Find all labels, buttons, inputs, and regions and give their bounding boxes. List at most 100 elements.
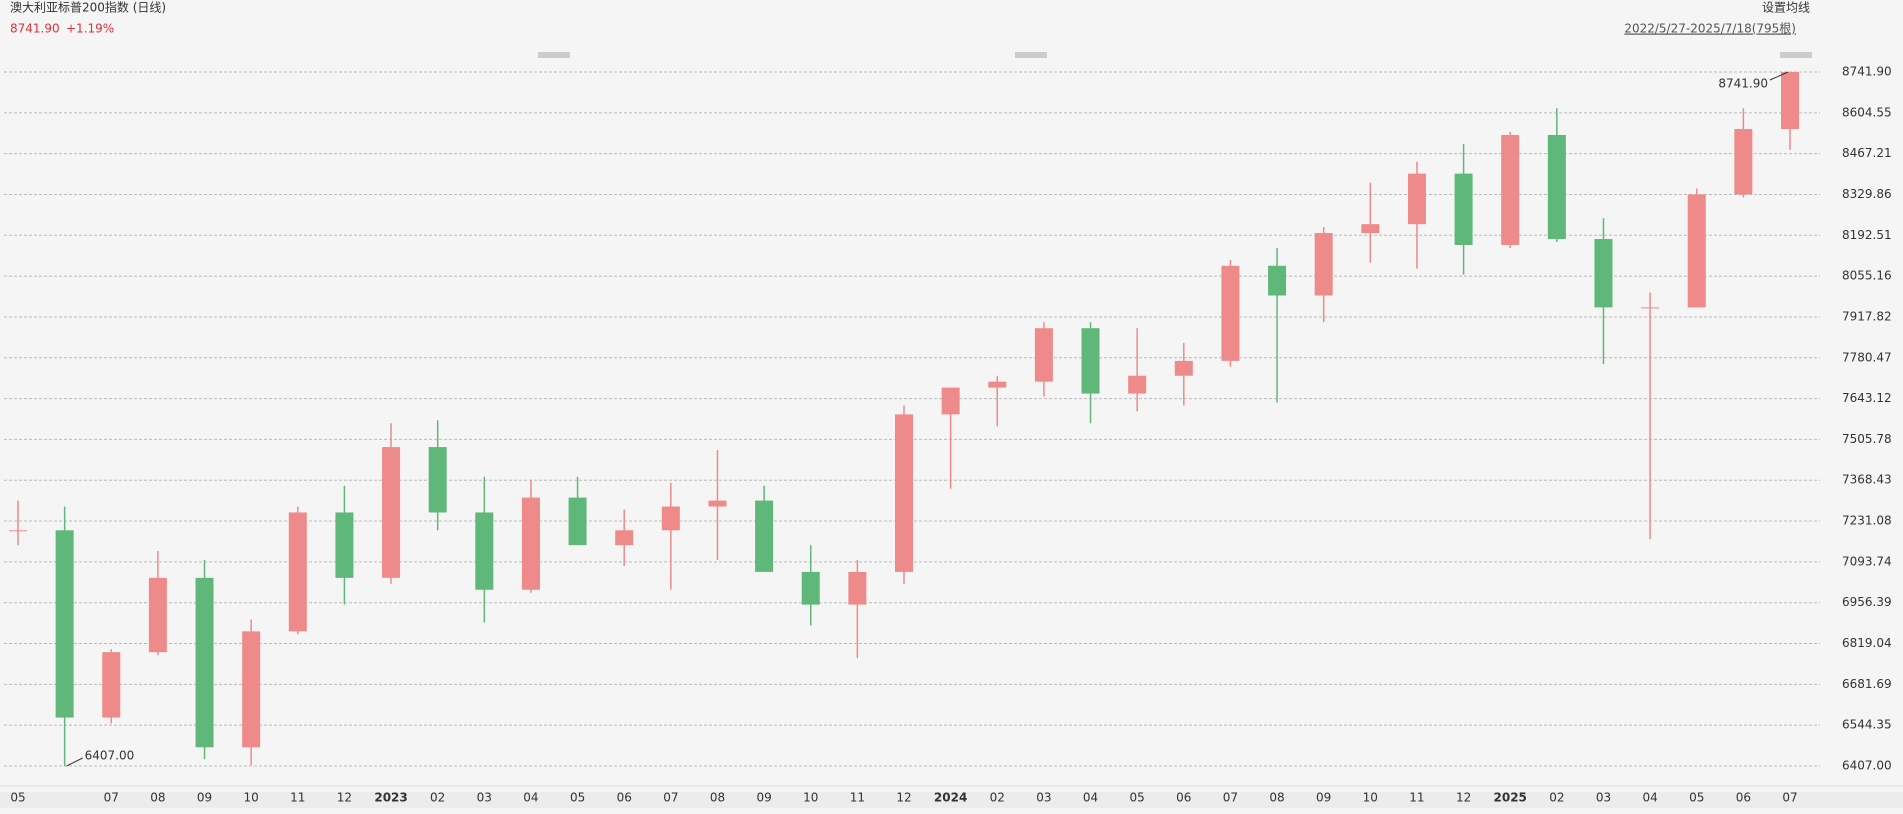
candle-body: [1594, 239, 1613, 308]
x-tick-label: 09: [197, 791, 212, 805]
candle-body: [895, 414, 913, 572]
candle-body: [1314, 233, 1333, 296]
x-tick-label: 12: [1456, 791, 1471, 805]
x-tick-label: 12: [896, 791, 911, 805]
y-tick-label: 7368.43: [1842, 473, 1892, 487]
ma-setting[interactable]: 设置均线: [1762, 1, 1810, 15]
y-tick-label: 6544.35: [1842, 718, 1892, 732]
candle-body: [1501, 134, 1520, 245]
x-tick-label: 10: [244, 791, 259, 805]
y-tick-label: 6407.00: [1842, 759, 1892, 773]
y-tick-label: 8055.16: [1842, 269, 1892, 283]
x-tick-label: 03: [1596, 791, 1611, 805]
x-tick-label: 05: [570, 791, 585, 805]
x-tick-label: 06: [1736, 791, 1751, 805]
x-tick-label: 08: [710, 791, 725, 805]
x-tick-label: 03: [1036, 791, 1051, 805]
candle-body: [661, 506, 680, 531]
y-tick-label: 7505.78: [1842, 432, 1892, 446]
candle-body: [1734, 129, 1753, 195]
candle-body: [615, 530, 634, 546]
candle-body: [335, 512, 354, 578]
candle-body: [288, 512, 307, 632]
candle-body: [382, 447, 401, 578]
x-tick-label: 03: [477, 791, 492, 805]
x-tick-label: 10: [1363, 791, 1378, 805]
min-label: 6407.00: [85, 749, 135, 763]
candle-body: [9, 530, 27, 532]
candle-body: [475, 512, 494, 590]
y-tick-label: 6819.04: [1842, 636, 1892, 650]
x-tick-label: 11: [850, 791, 865, 805]
x-tick-label: 04: [1642, 791, 1657, 805]
x-tick-label: 2025: [1494, 791, 1527, 805]
min-pointer: [66, 757, 83, 767]
change: +1.19%: [66, 22, 114, 36]
y-tick-label: 7231.08: [1842, 514, 1892, 528]
x-tick-label: 06: [1176, 791, 1191, 805]
candle-body: [988, 381, 1007, 388]
candle-body: [848, 571, 867, 605]
marker: [1780, 52, 1812, 58]
candle-body: [1361, 224, 1380, 234]
x-tick-label: 10: [803, 791, 818, 805]
x-tick-label: 05: [1130, 791, 1145, 805]
x-tick-label: 06: [617, 791, 632, 805]
candle-body: [708, 500, 727, 507]
candle-body: [1268, 265, 1287, 296]
marker: [1015, 52, 1047, 58]
y-tick-label: 7643.12: [1842, 391, 1892, 405]
candle-body: [148, 577, 167, 653]
candle-body: [1641, 307, 1660, 309]
x-tick-label: 02: [990, 791, 1005, 805]
candle-body: [521, 497, 540, 590]
candle-body: [55, 530, 74, 718]
candle-body: [1221, 265, 1240, 361]
candle-body: [801, 571, 820, 605]
x-tick-label: 08: [1269, 791, 1284, 805]
x-tick-label: 11: [290, 791, 305, 805]
candle-body: [242, 631, 261, 748]
y-tick-label: 7917.82: [1842, 309, 1892, 323]
candle-body: [195, 577, 214, 748]
x-tick-label: 04: [1083, 791, 1098, 805]
x-tick-label: 2024: [934, 791, 967, 805]
x-tick-label: 05: [1689, 791, 1704, 805]
candle-body: [1174, 360, 1193, 376]
candle-body: [1454, 173, 1473, 245]
y-tick-label: 7780.47: [1842, 350, 1892, 364]
y-tick-label: 8192.51: [1842, 228, 1892, 242]
y-tick-label: 8329.86: [1842, 187, 1892, 201]
candle-body: [1081, 328, 1100, 394]
x-tick-label: 2023: [374, 791, 407, 805]
scrollbar[interactable]: [0, 792, 1903, 808]
candle-body: [941, 387, 960, 415]
x-tick-label: 07: [1223, 791, 1238, 805]
candle-body: [1781, 72, 1799, 130]
x-tick-label: 07: [663, 791, 678, 805]
last-price: 8741.90: [10, 22, 60, 36]
x-tick-label: 02: [1549, 791, 1564, 805]
x-tick-label: 04: [523, 791, 538, 805]
y-tick-label: 6956.39: [1842, 595, 1892, 609]
title: 澳大利亚标普200指数 (日线): [10, 0, 166, 15]
x-tick-label: 11: [1409, 791, 1424, 805]
x-tick-label: 09: [756, 791, 771, 805]
x-tick-label: 07: [1782, 791, 1797, 805]
y-tick-label: 6681.69: [1842, 677, 1892, 691]
date-range[interactable]: 2022/5/27-2025/7/18(795根): [1624, 22, 1796, 36]
y-tick-label: 8741.90: [1842, 65, 1892, 79]
candle-body: [1687, 194, 1706, 308]
x-tick-label: 02: [430, 791, 445, 805]
candle-body: [1407, 173, 1426, 225]
x-tick-label: 12: [337, 791, 352, 805]
candle-body: [428, 447, 447, 513]
max-pointer: [1769, 71, 1789, 81]
candle-body: [102, 652, 121, 718]
candle-body: [568, 497, 587, 546]
x-tick-label: 07: [104, 791, 119, 805]
marker: [538, 52, 570, 58]
y-tick-label: 8604.55: [1842, 105, 1892, 119]
y-tick-label: 8467.21: [1842, 146, 1892, 160]
